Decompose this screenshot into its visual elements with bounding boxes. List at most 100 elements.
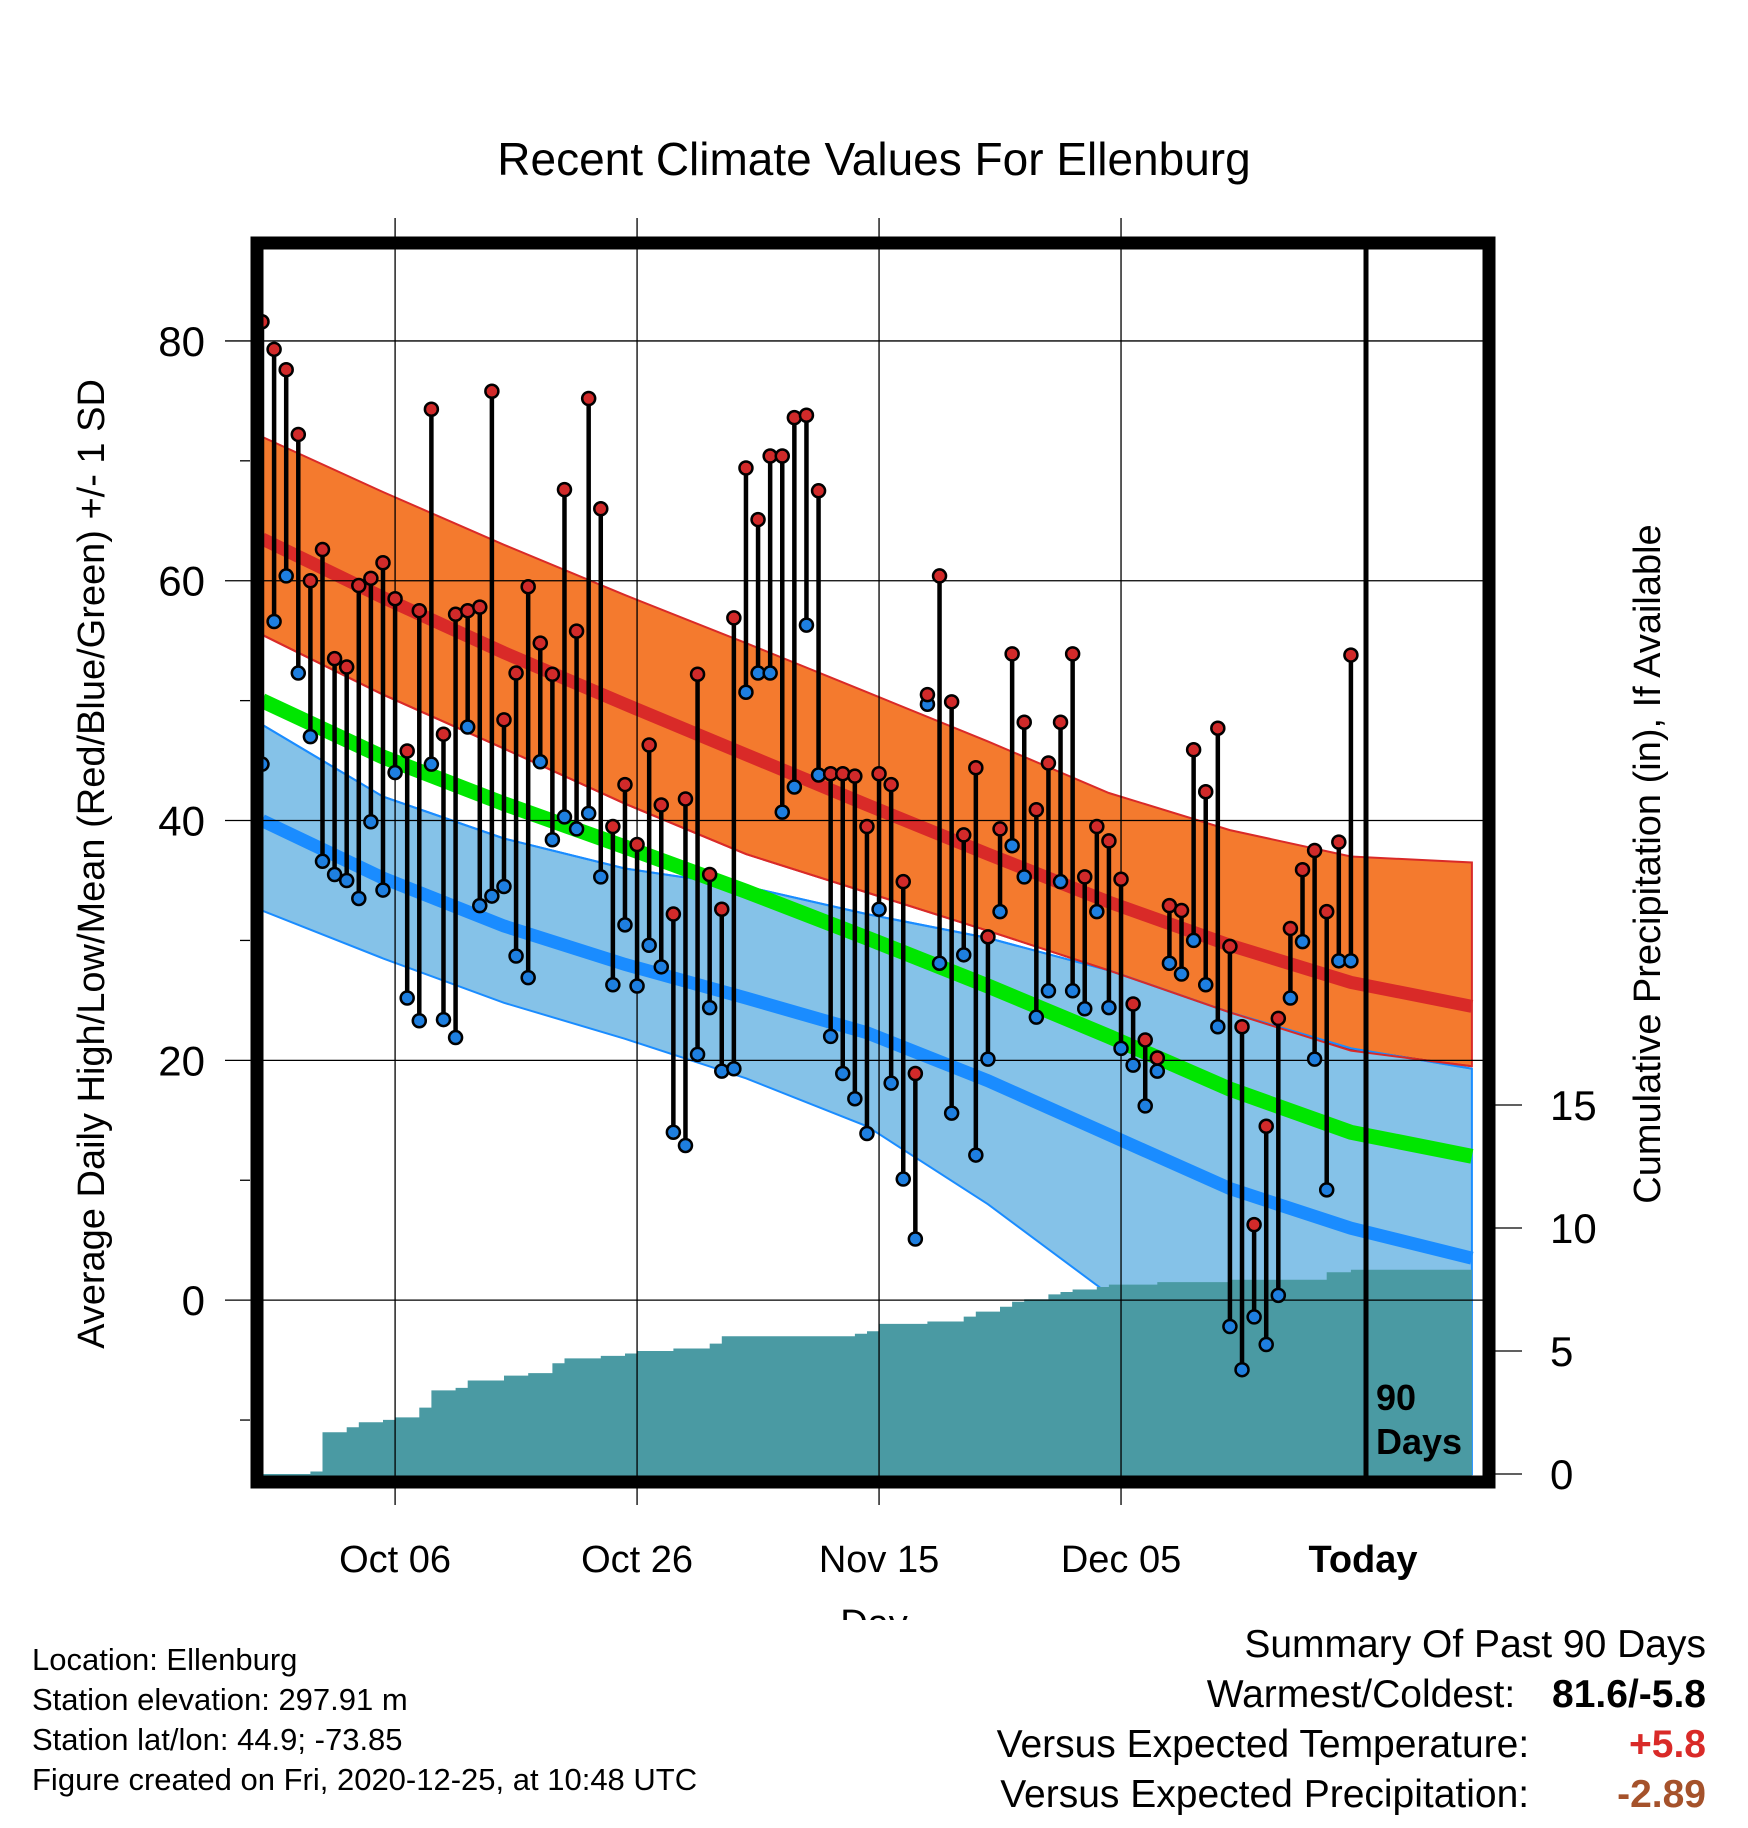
daily-low-point: [1016, 869, 1032, 885]
daily-high-point: [399, 743, 415, 759]
daily-low-point: [520, 969, 536, 986]
daily-high-point: [1270, 1010, 1287, 1027]
daily-high-point: [472, 599, 488, 615]
daily-high-point: [1258, 1118, 1274, 1135]
daily-low-point: [1343, 953, 1359, 969]
daily-high-point: [290, 426, 307, 443]
daily-high-point: [750, 511, 766, 528]
daily-high-point: [1185, 742, 1202, 758]
x-tick-label: Oct 06: [339, 1539, 451, 1581]
daily-low-point: [992, 903, 1008, 920]
daily-low-point: [714, 1063, 730, 1079]
daily-high-point: [593, 501, 609, 517]
summary-title: Summary Of Past 90 Days: [1244, 1623, 1706, 1666]
daily-high-point: [859, 818, 875, 835]
daily-high-point: [871, 766, 887, 782]
daily-low-point: [484, 888, 500, 904]
daily-low-point: [689, 1046, 706, 1063]
daily-low-point: [351, 890, 367, 907]
daily-low-point: [1161, 955, 1178, 971]
x-axis-label: Day: [840, 1603, 908, 1620]
daily-low-point: [847, 1090, 863, 1107]
daily-high-point: [363, 570, 379, 587]
precip-label: Versus Expected Precipitation:: [1000, 1773, 1530, 1816]
ninety-days-annotation: 90 Days: [1376, 1377, 1462, 1462]
daily-high-point: [665, 906, 682, 922]
created-text: Figure created on Fri, 2020-12-25, at 10…: [32, 1762, 698, 1797]
daily-high-point: [532, 635, 549, 651]
daily-high-point: [1173, 902, 1190, 919]
daily-low-point: [338, 872, 355, 889]
elevation-text: Station elevation: 297.91 m: [32, 1682, 408, 1717]
daily-low-point: [459, 719, 476, 735]
daily-low-point: [532, 754, 549, 770]
daily-high-point: [968, 760, 984, 776]
daily-high-point: [508, 665, 524, 681]
daily-low-point: [375, 882, 391, 898]
daily-low-point: [290, 665, 307, 681]
daily-high-point: [544, 666, 561, 683]
daily-high-point: [617, 776, 633, 793]
daily-high-point: [1149, 1050, 1166, 1066]
daily-low-point: [907, 1231, 924, 1247]
plot-frame: [250, 236, 1496, 1489]
daily-high-point: [943, 694, 960, 710]
daily-high-point: [714, 901, 730, 918]
daily-high-point: [931, 568, 948, 584]
summary-warmest-coldest: Warmest/Coldest: 81.6/-5.8: [997, 1670, 1706, 1720]
daily-low-point: [653, 959, 670, 975]
daily-low-point: [1052, 873, 1069, 890]
daily-low-point: [568, 821, 585, 837]
daily-low-point: [1197, 977, 1214, 993]
daily-low-point: [774, 804, 791, 820]
daily-high-point: [1282, 920, 1299, 937]
daily-low-point: [762, 665, 778, 681]
daily-low-point: [423, 756, 440, 772]
daily-low-point: [895, 1171, 911, 1187]
daily-high-point: [302, 572, 319, 589]
daily-high-point: [1210, 720, 1226, 736]
daily-high-point: [1294, 861, 1311, 878]
daily-high-point: [1306, 842, 1323, 859]
daily-high-point: [653, 797, 670, 813]
daily-low-point: [1258, 1336, 1274, 1353]
summary-panel: Summary Of Past 90 Days Warmest/Coldest:…: [997, 1620, 1706, 1820]
daily-high-point: [847, 768, 863, 784]
daily-low-point: [798, 617, 815, 633]
y2-tick-label: 15: [1550, 1082, 1597, 1129]
daily-low-point: [1173, 966, 1190, 982]
daily-low-point: [496, 878, 512, 895]
daily-high-point: [556, 481, 573, 498]
daily-low-point: [968, 1147, 984, 1163]
daily-high-point: [835, 766, 851, 782]
latlon-text: Station lat/lon: 44.9; -73.85: [32, 1722, 403, 1757]
daily-low-point: [472, 897, 488, 914]
daily-high-point: [1137, 1032, 1153, 1048]
daily-high-point: [520, 578, 536, 595]
daily-high-point: [435, 726, 452, 742]
daily-high-point: [1052, 714, 1069, 730]
y2-tick-label: 10: [1550, 1205, 1597, 1252]
daily-high-point: [314, 541, 331, 558]
daily-low-point: [302, 728, 319, 745]
daily-low-point: [447, 1029, 464, 1046]
y-axis-label: Average Daily High/Low/Mean (Red/Blue/Gr…: [71, 379, 113, 1349]
daily-low-point: [544, 831, 561, 848]
daily-high-point: [677, 791, 694, 807]
daily-high-point: [955, 827, 972, 843]
daily-high-point: [1076, 869, 1093, 885]
daily-high-point: [387, 590, 403, 607]
daily-high-point: [423, 401, 440, 418]
daily-high-point: [1004, 646, 1020, 662]
daily-low-point: [980, 1051, 996, 1067]
daily-high-point: [798, 407, 815, 424]
daily-high-point: [883, 776, 899, 793]
y-tick-label: 80: [158, 318, 205, 365]
daily-low-point: [435, 1011, 452, 1028]
daily-low-point: [943, 1105, 960, 1121]
daily-high-point: [774, 448, 791, 464]
daily-low-point: [738, 684, 754, 700]
daily-low-point: [1004, 837, 1020, 854]
daily-low-point: [786, 779, 803, 795]
daily-low-point: [822, 1028, 839, 1045]
